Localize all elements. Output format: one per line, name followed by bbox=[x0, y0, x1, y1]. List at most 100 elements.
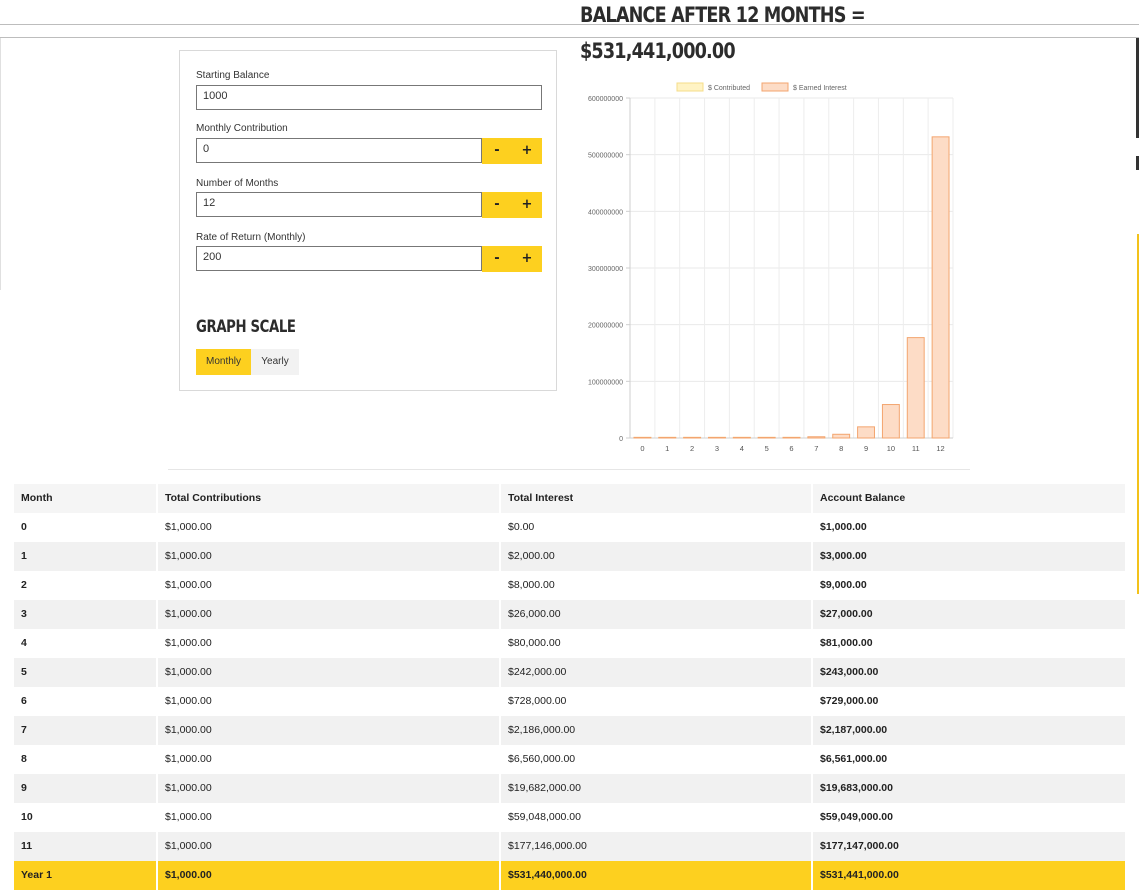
balance-cell: $9,000.00 bbox=[813, 571, 1125, 600]
x-tick-label: 2 bbox=[690, 444, 694, 453]
month-cell: 10 bbox=[14, 803, 158, 832]
interest-bar bbox=[658, 436, 677, 439]
monthly-contribution-increment-button[interactable]: + bbox=[512, 138, 542, 164]
month-cell: 6 bbox=[14, 687, 158, 716]
table-row: 7 $1,000.00 $2,186,000.00 $2,187,000.00 bbox=[14, 716, 1125, 745]
month-cell: 9 bbox=[14, 774, 158, 803]
interest-cell: $0.00 bbox=[501, 513, 813, 542]
contributions-cell: $1,000.00 bbox=[158, 513, 501, 542]
total-balance-cell: $531,441,000.00 bbox=[813, 861, 1125, 890]
month-cell: 7 bbox=[14, 716, 158, 745]
x-tick-label: 11 bbox=[912, 444, 920, 453]
interest-bar bbox=[906, 337, 925, 439]
interest-bar bbox=[807, 436, 826, 439]
interest-bar bbox=[683, 436, 702, 439]
contributions-cell: $1,000.00 bbox=[158, 571, 501, 600]
interest-bar bbox=[881, 404, 900, 439]
table-row: 3 $1,000.00 $26,000.00 $27,000.00 bbox=[14, 600, 1125, 629]
contributions-cell: $1,000.00 bbox=[158, 716, 501, 745]
month-cell: 2 bbox=[14, 571, 158, 600]
contributions-cell: $1,000.00 bbox=[158, 658, 501, 687]
balance-cell: $1,000.00 bbox=[813, 513, 1125, 542]
header-total-contributions: Total Contributions bbox=[158, 484, 501, 513]
graph-scale-monthly-button[interactable]: Monthly bbox=[196, 349, 251, 375]
table-row: 8 $1,000.00 $6,560,000.00 $6,561,000.00 bbox=[14, 745, 1125, 774]
table-header-row: Month Total Contributions Total Interest… bbox=[14, 484, 1125, 513]
rate-of-return-decrement-button[interactable]: - bbox=[482, 246, 512, 272]
month-cell: 4 bbox=[14, 629, 158, 658]
rate-of-return-input[interactable]: 200 bbox=[196, 246, 482, 271]
interest-bar bbox=[757, 436, 776, 439]
x-tick-label: 4 bbox=[740, 444, 744, 453]
table-total-row: Year 1 $1,000.00 $531,440,000.00 $531,44… bbox=[14, 861, 1125, 890]
monthly-contribution-decrement-button[interactable]: - bbox=[482, 138, 512, 164]
monthly-contribution-input[interactable]: 0 bbox=[196, 138, 482, 163]
balance-cell: $59,049,000.00 bbox=[813, 803, 1125, 832]
header-month: Month bbox=[14, 484, 158, 513]
balance-cell: $243,000.00 bbox=[813, 658, 1125, 687]
interest-bar bbox=[857, 426, 875, 439]
y-tick-label: 600000000 bbox=[588, 96, 623, 103]
balance-cell: $3,000.00 bbox=[813, 542, 1125, 571]
rate-of-return-increment-button[interactable]: + bbox=[512, 246, 542, 272]
balance-cell: $2,187,000.00 bbox=[813, 716, 1125, 745]
starting-balance-input[interactable]: 1000 bbox=[196, 85, 542, 110]
table-row: 0 $1,000.00 $0.00 $1,000.00 bbox=[14, 513, 1125, 542]
number-of-months-increment-button[interactable]: + bbox=[512, 192, 542, 218]
number-of-months-label: Number of Months bbox=[196, 178, 279, 189]
number-of-months-decrement-button[interactable]: - bbox=[482, 192, 512, 218]
interest-cell: $242,000.00 bbox=[501, 658, 813, 687]
total-period-cell: Year 1 bbox=[14, 861, 158, 890]
monthly-contribution-label: Monthly Contribution bbox=[196, 123, 288, 134]
table-row: 2 $1,000.00 $8,000.00 $9,000.00 bbox=[14, 571, 1125, 600]
legend-swatch bbox=[761, 82, 789, 92]
right-edge-marker-2 bbox=[1136, 156, 1139, 170]
result-heading-line2: $531,441,000.00 bbox=[580, 39, 736, 63]
legend-swatch bbox=[676, 82, 704, 92]
x-tick-label: 3 bbox=[715, 444, 719, 453]
contributions-cell: $1,000.00 bbox=[158, 803, 501, 832]
calculator-form: Starting Balance 1000 Monthly Contributi… bbox=[179, 50, 557, 391]
interest-cell: $177,146,000.00 bbox=[501, 832, 813, 861]
interest-bar bbox=[708, 436, 726, 439]
contributions-cell: $1,000.00 bbox=[158, 600, 501, 629]
interest-cell: $26,000.00 bbox=[501, 600, 813, 629]
interest-cell: $728,000.00 bbox=[501, 687, 813, 716]
table-row: 6 $1,000.00 $728,000.00 $729,000.00 bbox=[14, 687, 1125, 716]
interest-cell: $19,682,000.00 bbox=[501, 774, 813, 803]
interest-bar bbox=[931, 136, 950, 439]
legend-label: $ Earned Interest bbox=[793, 85, 847, 92]
contributions-cell: $1,000.00 bbox=[158, 745, 501, 774]
y-tick-label: 500000000 bbox=[588, 153, 623, 160]
table-row: 5 $1,000.00 $242,000.00 $243,000.00 bbox=[14, 658, 1125, 687]
month-cell: 0 bbox=[14, 513, 158, 542]
month-cell: 3 bbox=[14, 600, 158, 629]
interest-cell: $2,000.00 bbox=[501, 542, 813, 571]
contributions-cell: $1,000.00 bbox=[158, 832, 501, 861]
contributions-cell: $1,000.00 bbox=[158, 774, 501, 803]
total-contributions-cell: $1,000.00 bbox=[158, 861, 501, 890]
interest-cell: $59,048,000.00 bbox=[501, 803, 813, 832]
right-edge-marker bbox=[1136, 38, 1139, 138]
x-tick-label: 5 bbox=[765, 444, 769, 453]
x-tick-label: 0 bbox=[640, 444, 644, 453]
balance-cell: $729,000.00 bbox=[813, 687, 1125, 716]
x-tick-label: 1 bbox=[665, 444, 669, 453]
graph-scale-yearly-button[interactable]: Yearly bbox=[251, 349, 299, 375]
interest-cell: $2,186,000.00 bbox=[501, 716, 813, 745]
graph-scale-title: GRAPH SCALE bbox=[196, 317, 296, 337]
x-tick-label: 12 bbox=[936, 444, 944, 453]
interest-bar bbox=[782, 436, 801, 439]
legend-label: $ Contributed bbox=[708, 85, 750, 92]
balance-cell: $6,561,000.00 bbox=[813, 745, 1125, 774]
x-tick-label: 8 bbox=[839, 444, 843, 453]
contributions-cell: $1,000.00 bbox=[158, 687, 501, 716]
total-interest-cell: $531,440,000.00 bbox=[501, 861, 813, 890]
right-edge-accent bbox=[1137, 234, 1139, 594]
y-tick-label: 200000000 bbox=[588, 323, 623, 330]
top-divider-line-2 bbox=[0, 37, 1139, 38]
y-tick-label: 400000000 bbox=[588, 209, 623, 216]
table-row: 1 $1,000.00 $2,000.00 $3,000.00 bbox=[14, 542, 1125, 571]
number-of-months-input[interactable]: 12 bbox=[196, 192, 482, 217]
interest-cell: $6,560,000.00 bbox=[501, 745, 813, 774]
